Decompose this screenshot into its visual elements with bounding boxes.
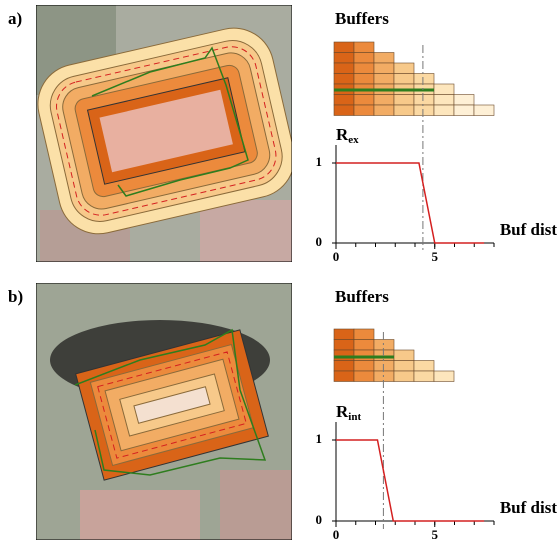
- buffer-cell: [434, 371, 454, 382]
- buffer-cell: [354, 95, 374, 106]
- buffer-cell: [394, 63, 414, 74]
- y-label-main: R: [336, 402, 349, 421]
- buffer-cell: [334, 42, 354, 53]
- aerial-image-a: [30, 5, 303, 262]
- buffer-cell: [474, 105, 494, 116]
- y-axis-label: Rex: [336, 125, 359, 146]
- buffer-cell: [354, 42, 374, 53]
- data-line: [336, 163, 484, 243]
- buffer-cell: [454, 95, 474, 106]
- buffer-cell: [334, 329, 354, 340]
- buffer-cell: [414, 105, 434, 116]
- aerial-image-b: [36, 283, 292, 540]
- buffer-cell: [334, 53, 354, 64]
- y-axis-label: Rint: [336, 402, 361, 423]
- buffer-cell: [414, 361, 434, 372]
- buffer-cell: [394, 105, 414, 116]
- buffer-cell: [374, 350, 394, 361]
- buffer-cell: [334, 105, 354, 116]
- buffer-cell: [334, 74, 354, 85]
- y-label-main: R: [336, 125, 349, 144]
- buffer-cell: [334, 361, 354, 372]
- buffer-cell: [334, 63, 354, 74]
- buffer-cell: [374, 74, 394, 85]
- x-tick-label: 5: [432, 249, 439, 264]
- x-tick-label: 5: [432, 527, 439, 542]
- buffer-cell: [434, 84, 454, 95]
- buffer-cell: [374, 105, 394, 116]
- y-tick-label: 0: [316, 512, 323, 527]
- buffer-cell: [374, 371, 394, 382]
- buffer-cell: [354, 63, 374, 74]
- buffer-cell: [414, 371, 434, 382]
- buffer-cell: [434, 95, 454, 106]
- buffer-cell: [374, 53, 394, 64]
- y-label-sub: int: [348, 411, 361, 423]
- panel-label: a): [8, 9, 22, 28]
- buffer-cell: [374, 95, 394, 106]
- y-tick-label: 1: [316, 154, 323, 169]
- buffer-cell: [394, 95, 414, 106]
- buffer-cell: [334, 95, 354, 106]
- buffers-title: Buffers: [335, 287, 389, 306]
- buffer-cell: [334, 371, 354, 382]
- buffer-cell: [354, 74, 374, 85]
- y-tick-label: 1: [316, 431, 323, 446]
- buffer-cell: [414, 74, 434, 85]
- buffer-cell: [394, 371, 414, 382]
- x-axis-label: Buf dist: [500, 220, 557, 239]
- panel-label: b): [8, 287, 23, 306]
- buffer-cell: [354, 350, 374, 361]
- buffer-cell: [454, 105, 474, 116]
- x-tick-label: 0: [333, 527, 340, 542]
- buffer-cell: [434, 105, 454, 116]
- buffer-cell: [394, 350, 414, 361]
- buffer-cell: [334, 340, 354, 351]
- x-axis-label: Buf dist: [500, 498, 557, 517]
- data-line: [336, 440, 484, 521]
- buffer-cell: [374, 340, 394, 351]
- x-tick-label: 0: [333, 249, 340, 264]
- buffer-cell: [374, 63, 394, 74]
- buffer-cell: [354, 340, 374, 351]
- buffer-cell: [334, 350, 354, 361]
- y-tick-label: 0: [316, 234, 323, 249]
- y-label-sub: ex: [348, 134, 359, 146]
- buffer-cell: [394, 361, 414, 372]
- buffer-cell: [414, 95, 434, 106]
- buffer-cell: [374, 361, 394, 372]
- buffer-cell: [354, 105, 374, 116]
- buffers-title: Buffers: [335, 9, 389, 28]
- buffer-cell: [354, 371, 374, 382]
- buffer-cell: [354, 53, 374, 64]
- buffer-cell: [354, 361, 374, 372]
- buffer-cell: [394, 74, 414, 85]
- figure: a)Buffers0501RexBuf distb)Buffers0501Rin…: [0, 0, 559, 545]
- buffer-cell: [354, 329, 374, 340]
